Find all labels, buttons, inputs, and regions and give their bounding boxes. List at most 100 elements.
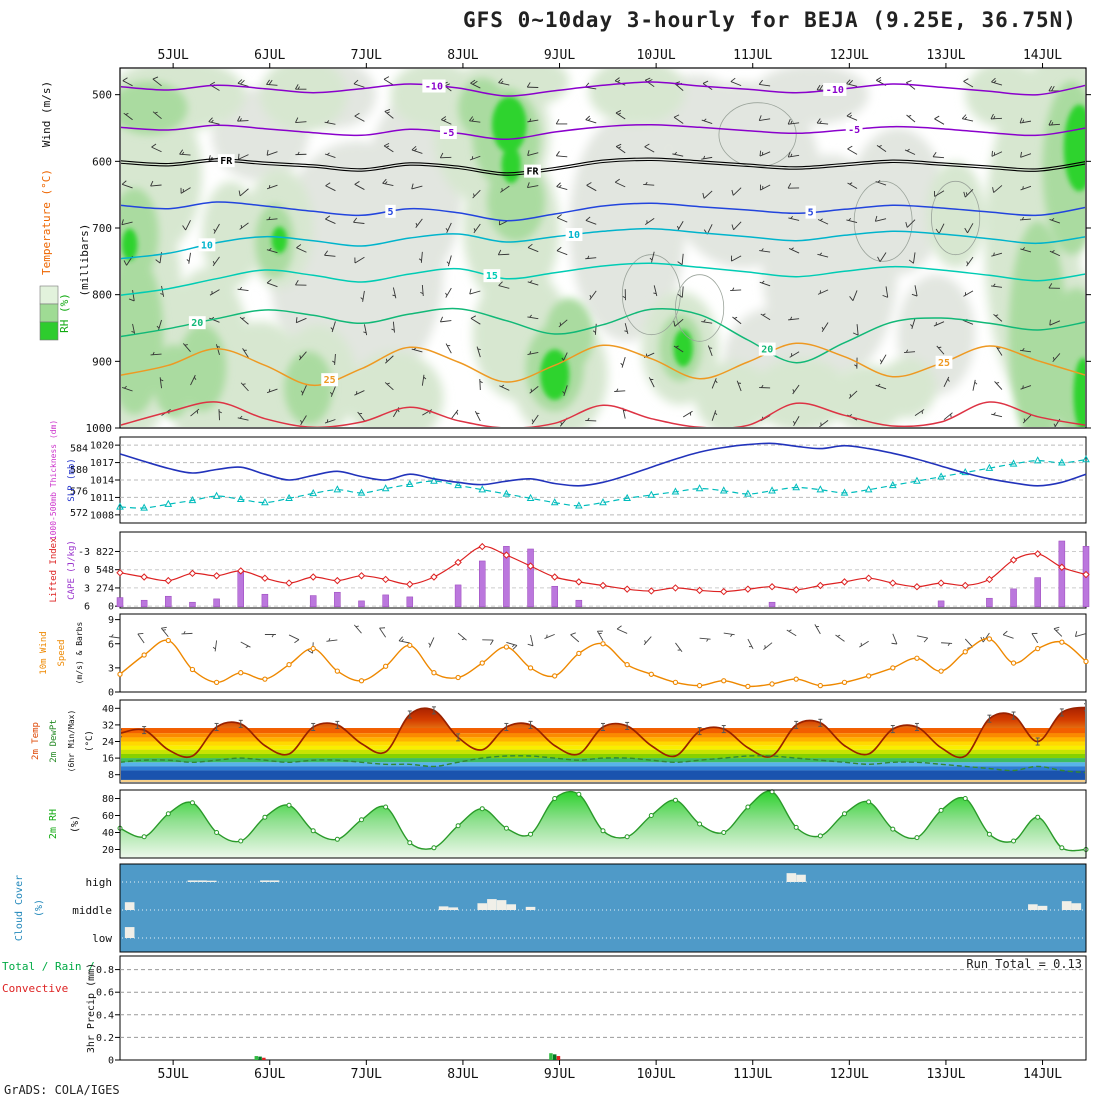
wind-barb (445, 343, 452, 354)
li-marker (285, 579, 293, 587)
panel-label: Wind (m/s) (40, 81, 53, 147)
wind-barb (384, 111, 394, 119)
li-marker (840, 578, 849, 586)
wind-barb-feather (420, 291, 424, 295)
contour-label: 10 (568, 230, 580, 241)
thickness-marker (502, 489, 511, 497)
wind-barb-feather (161, 626, 167, 629)
wind-barb-feather (328, 638, 331, 642)
cloud-bar (1028, 904, 1038, 910)
wind-barb-feather (852, 332, 859, 336)
wind-barb-feather (876, 76, 882, 81)
wind-barb-feather (477, 348, 481, 351)
contour-label-bg (524, 164, 541, 178)
wind-barb-feather (849, 393, 852, 397)
wind-speed-marker (986, 636, 993, 642)
thickness-marker (550, 498, 559, 506)
wind-barb (994, 381, 1003, 390)
wind-speed-marker (165, 637, 171, 644)
wind-barb-feather (677, 261, 683, 266)
wind-barb-feather (471, 156, 474, 160)
li-marker (502, 551, 511, 559)
wind-barb (215, 344, 220, 355)
rh-marker (1035, 814, 1041, 820)
wind-speed-marker (841, 679, 848, 686)
cape-tick-label: 274 (96, 583, 114, 594)
wind-barb-feather (849, 114, 852, 118)
precip-tick-label: 0.2 (96, 1033, 114, 1044)
wind-barb-feather (296, 244, 302, 249)
wind-barb-feather (439, 152, 444, 158)
x-tick-label: 8JUL (447, 1067, 478, 1082)
li-marker (985, 575, 994, 584)
wind-barb-feather (154, 111, 158, 114)
wind-barb (296, 247, 307, 253)
wind-barb-feather (703, 118, 707, 122)
wind-barb (732, 187, 742, 196)
temp-band (121, 741, 1085, 746)
wind-barb (852, 290, 858, 301)
cape-bar (165, 595, 172, 608)
wind-barb-feather (837, 634, 841, 637)
cape-tick-label: 548 (96, 565, 114, 576)
panel-label: 2m RH (48, 809, 59, 839)
wind-barb (160, 627, 169, 638)
wind-barb (266, 84, 278, 86)
wind-barb-feather (623, 409, 627, 412)
li-tick-label: -3 (78, 547, 90, 558)
rh-colorbar-cell (39, 303, 59, 323)
rh-marker (310, 828, 316, 834)
wind-barb-feather (559, 322, 562, 326)
precip-bar-rain (258, 1056, 262, 1060)
rh-area (120, 791, 1086, 858)
wind-barb-feather (428, 642, 431, 646)
contour-label-bg (321, 373, 339, 387)
wind-barb-feather (966, 261, 969, 265)
wind-barb (892, 633, 898, 645)
wind-barb (1031, 633, 1039, 644)
wind-barb (379, 627, 387, 638)
wind-barb-feather (1048, 85, 1053, 92)
precip-bar-total (254, 1056, 259, 1060)
panel-label: 2m Temp (31, 722, 41, 760)
x-tick-label: 11JUL (733, 48, 772, 63)
wind-barb (817, 219, 829, 225)
wind-barb (324, 153, 336, 159)
wind-barb (1003, 634, 1014, 639)
wind-barb (152, 111, 162, 120)
wind-barb-feather (294, 639, 300, 644)
wind-barb-feather (587, 417, 590, 421)
rh-shading-blob (1063, 104, 1085, 192)
wind-barb (847, 148, 858, 155)
wind-barb-feather (732, 287, 735, 291)
wind-barb (326, 639, 338, 642)
pressure-tick-label: 800 (92, 289, 112, 302)
contour-label: 15 (486, 271, 498, 282)
wind-barb-feather (993, 115, 996, 119)
contour-label-bg (440, 126, 457, 140)
wind-barb-feather (616, 625, 622, 630)
wind-barb-feather (208, 117, 213, 123)
li-marker (454, 558, 462, 567)
wind-barb (527, 152, 539, 156)
x-tick-label: 13JUL (926, 48, 965, 63)
wind-barb (499, 385, 510, 391)
li-marker (864, 574, 873, 582)
panel-label: Lifted Index (49, 537, 59, 603)
wind-barb (943, 376, 950, 388)
wind-barb (288, 634, 300, 641)
wind-barb-feather (923, 637, 929, 643)
thickness-marker (236, 494, 245, 503)
dewpoint-line (121, 755, 1085, 774)
wind-barb-feather (761, 248, 764, 252)
wind-barb-feather (905, 349, 909, 353)
wind-barb-feather (325, 215, 331, 220)
li-marker (792, 586, 800, 594)
wind-barb (731, 255, 742, 262)
wind-barb-feather (479, 380, 483, 384)
wind-barb-feather (617, 112, 622, 115)
wind-barb-feather (587, 255, 590, 259)
li-marker (261, 574, 269, 582)
cloud-bar (187, 880, 198, 882)
wind-barb (457, 632, 467, 641)
